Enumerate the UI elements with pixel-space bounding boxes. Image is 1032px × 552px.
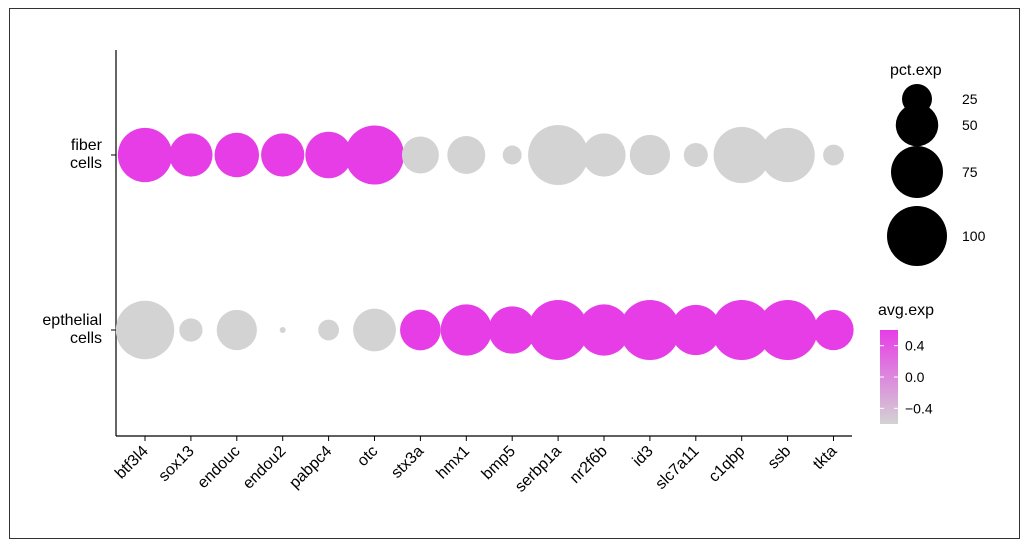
x-tick-label: c1qbp xyxy=(706,443,749,486)
dots-layer xyxy=(115,125,854,360)
x-tick-label: endouc xyxy=(194,443,243,492)
dot-fiber-endou2 xyxy=(261,133,305,177)
x-tick-label: id3 xyxy=(630,443,657,470)
size-legend-label: 75 xyxy=(962,164,978,180)
dot-epthelial-tkta xyxy=(813,309,854,351)
y-tick-label: epthelial xyxy=(42,312,102,329)
x-tick-label: slc7a11 xyxy=(652,443,702,493)
dot-fiber-ssb xyxy=(760,127,815,183)
size-legend-dot xyxy=(887,206,947,266)
dot-fiber-id3 xyxy=(629,134,671,176)
dot-fiber-tkta xyxy=(823,144,844,166)
dot-fiber-sox13 xyxy=(169,133,213,177)
x-tick-label: sox13 xyxy=(156,443,198,485)
dot-fiber-stx3a xyxy=(401,136,439,174)
dot-epthelial-sox13 xyxy=(179,318,203,342)
dot-epthelial-slc7a11 xyxy=(670,304,721,356)
dot-fiber-bmp5 xyxy=(502,145,522,165)
dot-epthelial-endou2 xyxy=(279,327,286,333)
dot-epthelial-nr2f6b xyxy=(578,304,630,356)
dot-fiber-btf3l4 xyxy=(117,127,173,183)
chart-frame xyxy=(9,8,1020,539)
dot-epthelial-stx3a xyxy=(400,309,441,351)
x-tick-label: bmp5 xyxy=(479,443,519,483)
dot-epthelial-serbp1a xyxy=(528,300,589,360)
x-tick-label: otc xyxy=(354,443,381,470)
dot-fiber-otc xyxy=(344,125,405,185)
color-legend-label: 0.0 xyxy=(905,369,925,385)
size-legend-label: 25 xyxy=(962,91,978,107)
color-legend: avg.exp 0.4 0.0 −0.4 xyxy=(878,302,934,424)
color-legend-title: avg.exp xyxy=(878,302,934,319)
dot-epthelial-bmp5 xyxy=(488,306,536,354)
x-tick-label: endou2 xyxy=(240,443,290,493)
dot-fiber-c1qbp xyxy=(713,126,770,184)
y-tick-label: fiber xyxy=(71,137,103,154)
dot-epthelial-id3 xyxy=(619,300,680,360)
size-legend-label: 100 xyxy=(962,228,986,244)
dot-epthelial-hmx1 xyxy=(440,304,492,356)
y-tick-label: cells xyxy=(70,330,102,347)
dot-fiber-endouc xyxy=(214,132,260,178)
dot-epthelial-endouc xyxy=(216,309,257,351)
size-legend-label: 50 xyxy=(962,117,978,133)
dot-fiber-serbp1a xyxy=(528,125,589,185)
size-legend-title: pct.exp xyxy=(890,62,942,79)
dot-epthelial-c1qbp xyxy=(711,300,772,360)
size-legend: pct.exp 25 50 75 100 xyxy=(887,62,986,266)
y-tick-label: cells xyxy=(70,155,102,172)
dot-fiber-nr2f6b xyxy=(582,133,626,177)
dot-fiber-slc7a11 xyxy=(683,143,708,167)
size-legend-dot xyxy=(891,146,943,198)
color-legend-label: −0.4 xyxy=(905,400,933,416)
dot-epthelial-pabpc4 xyxy=(318,319,339,341)
x-tick-label: pabpc4 xyxy=(286,443,335,492)
x-tick-label: serbp1a xyxy=(512,443,565,496)
dot-fiber-pabpc4 xyxy=(305,131,352,179)
color-legend-bar xyxy=(880,330,898,424)
dot-fiber-hmx1 xyxy=(447,136,486,174)
size-legend-dot xyxy=(895,103,939,147)
dot-epthelial-otc xyxy=(353,308,396,352)
x-tick-label: hmx1 xyxy=(433,443,473,483)
axes xyxy=(115,50,852,437)
color-legend-label: 0.4 xyxy=(905,338,925,354)
x-tick-label: ssb xyxy=(765,443,795,473)
x-tick-label: btf3l4 xyxy=(112,443,152,483)
x-tick-label: tkta xyxy=(810,443,840,473)
dot-epthelial-btf3l4 xyxy=(115,300,175,360)
x-tick-label: nr2f6b xyxy=(567,443,611,487)
x-tick-label: stx3a xyxy=(388,443,427,482)
dot-epthelial-ssb xyxy=(757,300,818,360)
